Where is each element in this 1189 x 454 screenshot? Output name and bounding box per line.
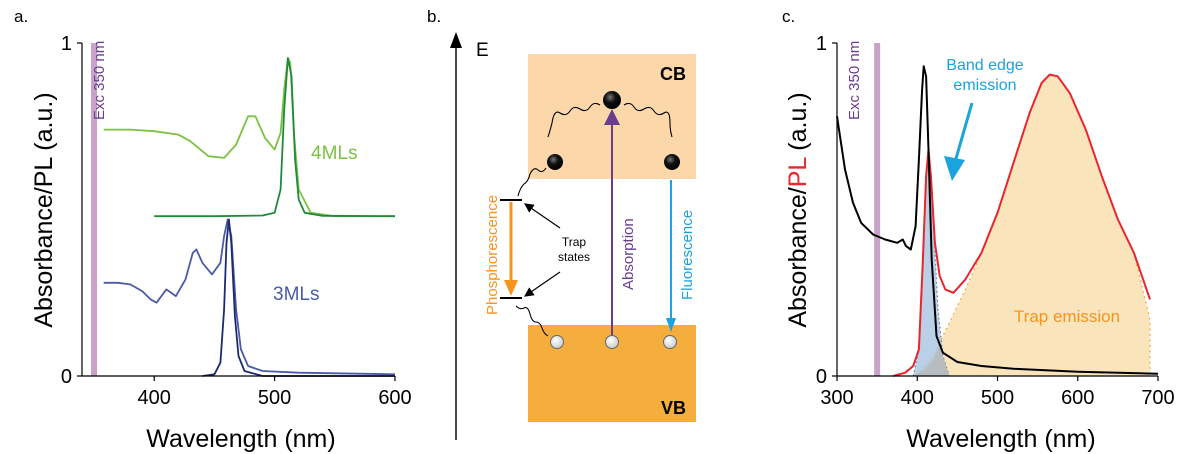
y-title-part-1: Absorbance/ xyxy=(784,187,812,327)
band-edge-label-line1: Band edge xyxy=(946,57,1024,74)
a-xtick-label-500: 500 xyxy=(258,387,291,409)
phosphorescence-arrowhead xyxy=(504,280,518,296)
y-axis-title-c: Absorbance/PL (a.u.) xyxy=(784,92,812,327)
cb-label: CB xyxy=(660,64,686,84)
panel-a-series xyxy=(103,57,396,377)
trap-states-label-line2: states xyxy=(558,250,590,264)
c-xtick-label-300: 300 xyxy=(820,387,853,409)
trap-emission-label: Trap emission xyxy=(1014,307,1120,326)
a-ytick-label-1: 1 xyxy=(61,33,72,55)
line-abs4 xyxy=(103,57,395,218)
line-absorbance xyxy=(836,65,1159,375)
electron-center xyxy=(603,91,621,109)
excitation-band-a xyxy=(91,43,98,376)
electron-right xyxy=(664,154,680,170)
y-title-part-3: (a.u.) xyxy=(784,92,812,157)
c-xtick-label-400: 400 xyxy=(901,387,934,409)
line-pl xyxy=(892,73,1151,377)
c-xtick-label-600: 600 xyxy=(1061,387,1094,409)
a-ytick-label-0: 0 xyxy=(61,366,72,388)
panel-c-fills xyxy=(912,73,1151,377)
band-edge-arrow xyxy=(953,102,974,163)
absorption-label: Absorption xyxy=(620,218,637,290)
vb-label: VB xyxy=(661,398,686,418)
trap-emission-area xyxy=(916,73,1151,377)
panel-a: a. 400 500 600 0 1 Exc 350 nm 4MLs 3MLs Wave… xyxy=(14,7,412,453)
energy-axis-arrowhead xyxy=(450,32,462,48)
fluorescence-arrowhead xyxy=(666,318,676,332)
wavy-relaxation-right xyxy=(623,102,673,138)
excitation-label-c: Exc 350 nm xyxy=(846,41,863,120)
panel-b-letter: b. xyxy=(427,7,441,26)
line-abs3 xyxy=(103,218,396,376)
energy-label: E xyxy=(476,40,489,61)
band-edge-arrowhead xyxy=(944,156,965,181)
band-edge-label-line2: emission xyxy=(953,77,1016,94)
panel-c-series xyxy=(836,65,1159,377)
line-pl3 xyxy=(202,218,395,377)
c-ytick-label-0: 0 xyxy=(816,366,827,388)
overlap-area xyxy=(913,346,950,376)
panel-b: b. E CB VB Absorption Fluorescence Phosp… xyxy=(427,7,696,440)
c-xtick-label-700: 700 xyxy=(1141,387,1174,409)
panel-c-letter: c. xyxy=(782,7,795,26)
c-ytick-label-1: 1 xyxy=(816,33,827,55)
y-axis-title-a: Absorbance/PL (a.u.) xyxy=(30,92,58,327)
trap-pointer-upper xyxy=(524,203,561,229)
a-xtick-label-600: 600 xyxy=(378,387,411,409)
wavy-relaxation-left xyxy=(547,102,601,138)
fluorescence-label: Fluorescence xyxy=(679,210,696,300)
line-pl4 xyxy=(154,57,396,218)
panel-a-ticks: 400 500 600 0 1 xyxy=(61,33,412,409)
hole-right xyxy=(663,335,677,349)
series-label-3mls: 3MLs xyxy=(273,284,319,305)
phosphorescence-label: Phosphorescence xyxy=(484,195,501,315)
panel-c-ticks: 300 400 500 600 700 0 1 xyxy=(816,33,1175,409)
wavy-to-vb xyxy=(515,305,549,337)
x-axis-title-c: Wavelength (nm) xyxy=(906,425,1095,453)
excitation-band-c xyxy=(874,43,881,376)
a-xtick-label-400: 400 xyxy=(138,387,171,409)
electron-left xyxy=(547,154,563,170)
excitation-label-a: Exc 350 nm xyxy=(91,41,108,120)
y-title-part-pl: PL xyxy=(784,157,812,188)
series-label-4mls: 4MLs xyxy=(311,143,357,164)
trap-states-label-line1: Trap xyxy=(562,235,587,249)
hole-center xyxy=(605,335,619,349)
panel-c: c. 300 400 500 600 700 0 1 Exc 350 nm Band edg… xyxy=(782,7,1175,453)
panel-a-letter: a. xyxy=(14,7,28,26)
trap-pointer-lower xyxy=(524,271,561,297)
wavy-to-trap xyxy=(517,167,547,197)
c-xtick-label-500: 500 xyxy=(981,387,1014,409)
x-axis-title-a: Wavelength (nm) xyxy=(146,425,335,453)
hole-left xyxy=(550,335,564,349)
